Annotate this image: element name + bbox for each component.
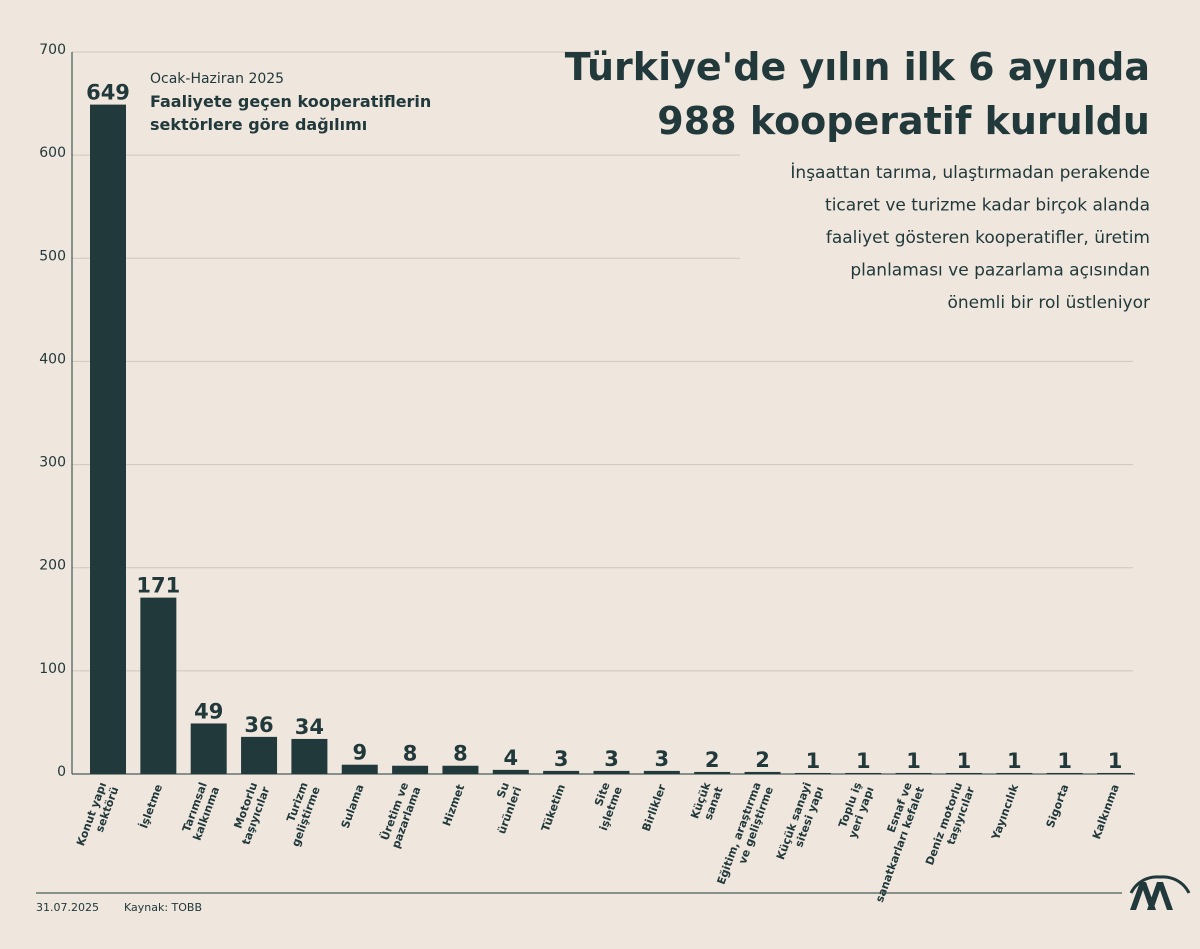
value-label: 4 xyxy=(503,746,518,770)
value-label: 1 xyxy=(856,749,871,773)
description-line: önemli bir rol üstleniyor xyxy=(947,293,1150,313)
bar xyxy=(845,772,882,774)
value-label: 3 xyxy=(554,747,569,771)
bar xyxy=(744,771,781,774)
value-label: 649 xyxy=(86,81,130,105)
text-backdrop xyxy=(740,140,1160,320)
value-label: 34 xyxy=(295,715,324,739)
bar xyxy=(492,769,529,774)
bar xyxy=(341,764,378,774)
value-label: 36 xyxy=(244,713,273,737)
title-backdrop xyxy=(595,40,1160,140)
value-label: 49 xyxy=(194,699,223,723)
bar xyxy=(241,736,278,774)
bar xyxy=(593,770,630,774)
value-label: 8 xyxy=(453,742,468,766)
subtitle: Faaliyete geçen kooperatiflerin xyxy=(150,92,431,111)
description-line: planlaması ve pazarlama açısından xyxy=(850,261,1150,281)
value-label: 171 xyxy=(136,574,180,598)
value-label: 1 xyxy=(906,749,921,773)
date: 31.07.2025 xyxy=(36,901,99,914)
value-label: 9 xyxy=(352,741,367,765)
bar xyxy=(794,772,831,774)
description: İnşaattan tarıma, ulaştırmadan perakende… xyxy=(790,162,1150,313)
bar xyxy=(140,597,177,774)
value-label: 2 xyxy=(755,748,770,772)
description-line: ticaret ve turizme kadar birçok alanda xyxy=(825,196,1150,216)
value-label: 1 xyxy=(1007,749,1022,773)
value-label: 2 xyxy=(705,748,720,772)
chart-title: Türkiye'de yılın ilk 6 ayında xyxy=(565,45,1150,89)
y-tick-label: 200 xyxy=(39,558,66,574)
y-tick-label: 0 xyxy=(57,764,66,780)
bar xyxy=(392,765,429,774)
bar xyxy=(1046,772,1083,774)
bar xyxy=(190,723,227,774)
y-tick-label: 100 xyxy=(39,661,66,677)
bar xyxy=(643,770,680,774)
period: Ocak-Haziran 2025 xyxy=(150,71,284,87)
bar xyxy=(996,772,1033,774)
subtitle: sektörlere göre dağılımı xyxy=(150,115,367,134)
y-tick-label: 600 xyxy=(39,145,66,161)
bar xyxy=(543,770,580,774)
bar xyxy=(945,772,982,774)
y-tick-label: 500 xyxy=(39,248,66,264)
bar xyxy=(1097,772,1133,774)
value-label: 1 xyxy=(957,749,972,773)
logo xyxy=(1129,875,1191,910)
bar xyxy=(895,772,932,774)
value-label: 1 xyxy=(1108,749,1123,773)
bar xyxy=(90,104,126,775)
source: Kaynak: TOBB xyxy=(124,901,202,914)
value-label: 1 xyxy=(806,749,821,773)
value-label: 3 xyxy=(604,747,619,771)
chart-title: 988 kooperatif kuruldu xyxy=(657,99,1150,143)
value-label: 1 xyxy=(1057,749,1072,773)
description-line: İnşaattan tarıma, ulaştırmadan perakende xyxy=(790,162,1150,183)
y-tick-label: 700 xyxy=(39,42,66,58)
bar xyxy=(291,738,328,774)
y-tick-label: 400 xyxy=(39,351,66,367)
y-tick-label: 300 xyxy=(39,455,66,471)
bar xyxy=(694,771,731,774)
value-label: 8 xyxy=(403,742,418,766)
bar xyxy=(442,765,479,774)
description-line: faaliyet gösteren kooperatifler, üretim xyxy=(826,228,1150,248)
value-label: 3 xyxy=(655,747,670,771)
